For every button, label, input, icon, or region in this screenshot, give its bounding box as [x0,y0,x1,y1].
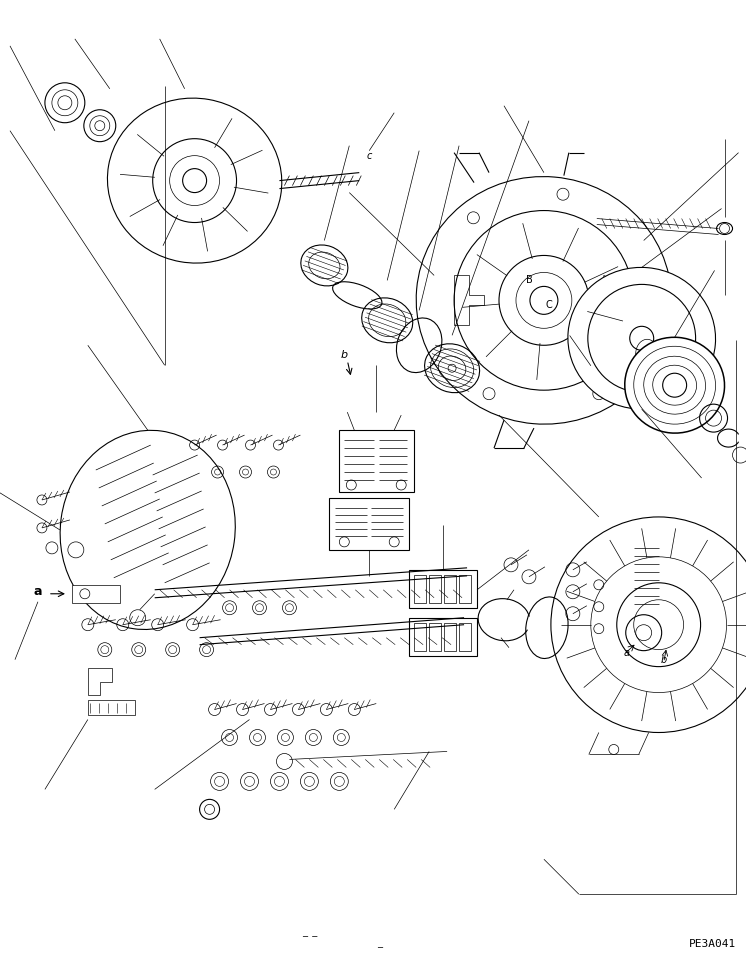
Bar [409,570,477,608]
Text: c: c [367,150,372,161]
Polygon shape [88,667,112,694]
Bar [444,575,456,603]
Bar [409,617,477,656]
Text: a: a [34,586,42,598]
Ellipse shape [568,268,716,409]
Text: b: b [341,351,348,360]
Polygon shape [88,699,134,715]
Text: PE3A041: PE3A041 [689,939,736,950]
Text: ─: ─ [376,942,382,951]
Bar [429,623,441,651]
Bar [414,623,426,651]
Bar [459,623,471,651]
Bar [72,585,120,603]
Bar [459,575,471,603]
Text: C: C [545,300,552,310]
Text: b: b [660,655,667,664]
Ellipse shape [624,337,725,433]
Bar [429,575,441,603]
Text: a: a [624,648,630,658]
Bar [339,430,414,492]
Bar [444,623,456,651]
Text: ─  ─: ─ ─ [302,932,317,941]
Bar [329,498,409,550]
Text: B: B [526,275,533,285]
Ellipse shape [108,98,282,263]
Bar [414,575,426,603]
